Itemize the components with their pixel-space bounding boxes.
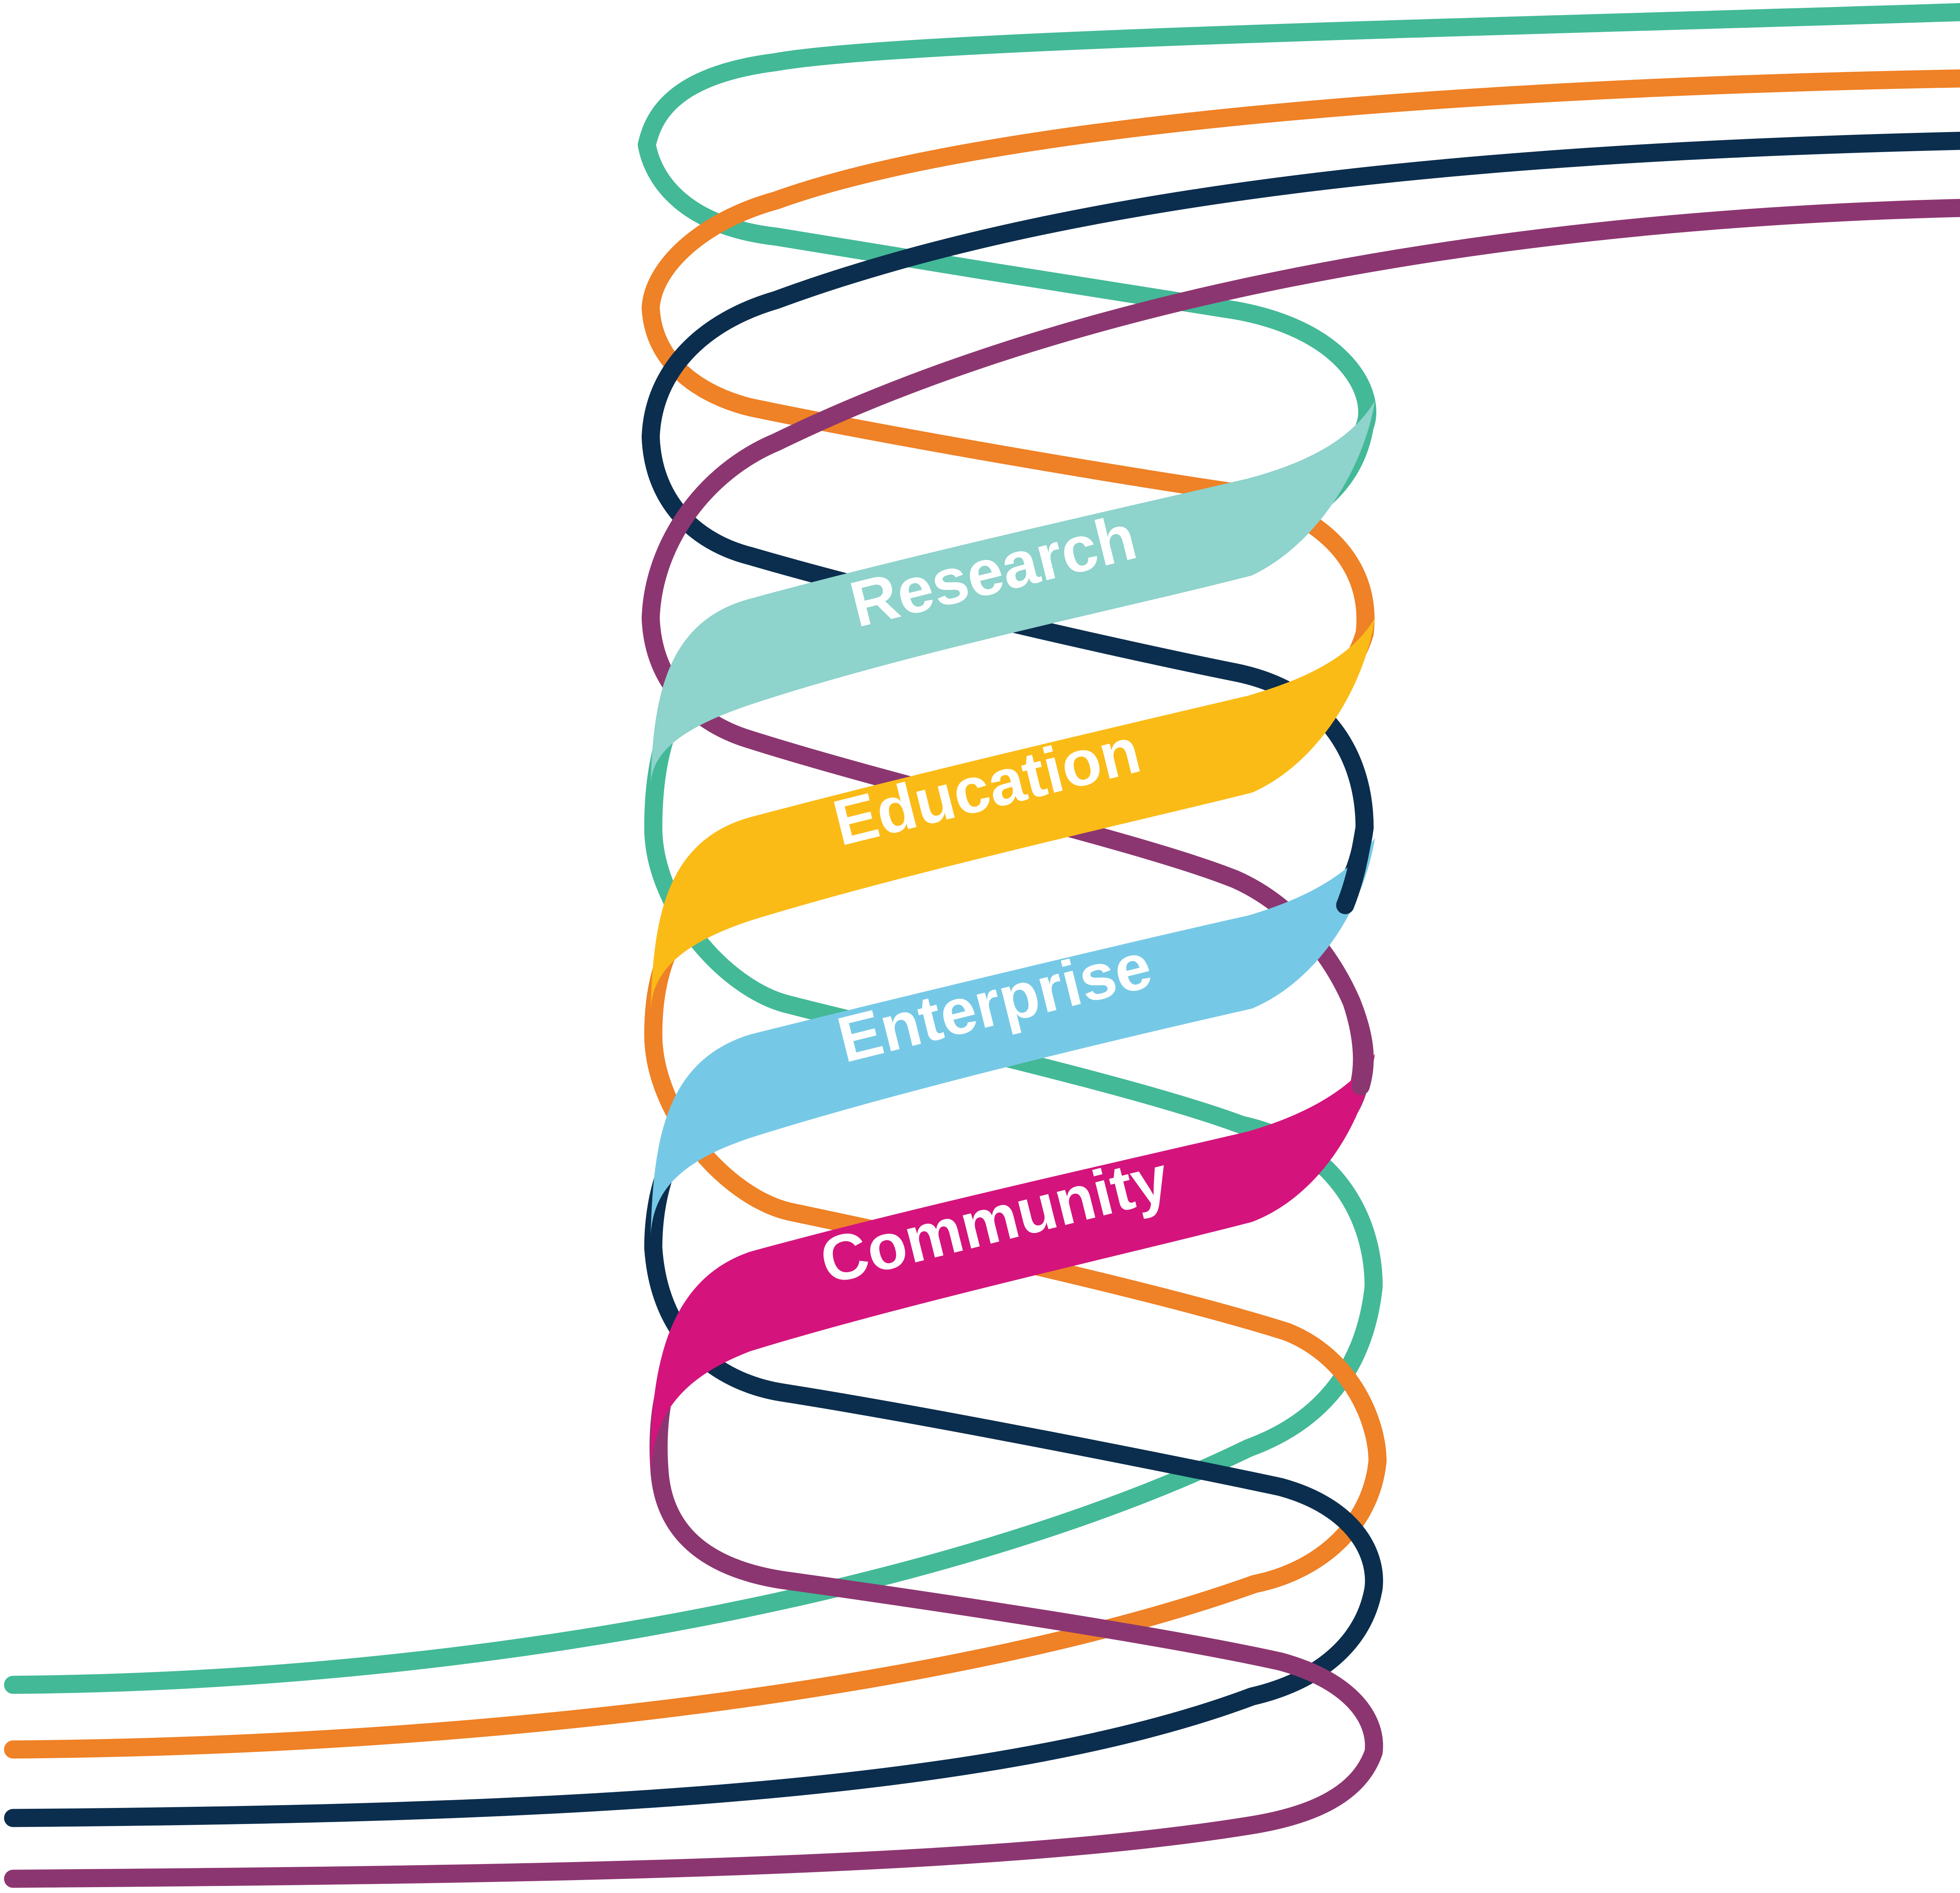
ribbon-education-shape — [650, 618, 1375, 1009]
ribbon-research-shape — [650, 401, 1375, 783]
ribbon-community-shape — [650, 1053, 1375, 1474]
helix-back-strands — [4, 3, 1960, 1888]
helix-front-strands — [1336, 818, 1374, 1095]
strand-orange-back — [4, 69, 1960, 1759]
strand-purple-front — [1342, 993, 1374, 1095]
strand-navy-front — [1336, 818, 1374, 914]
ribbon-enterprise-shape — [650, 838, 1375, 1235]
